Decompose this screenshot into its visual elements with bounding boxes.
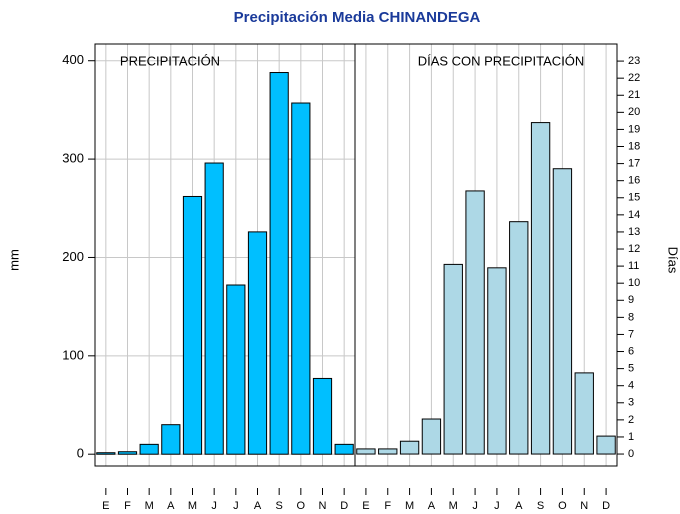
bar (291, 102, 311, 455)
y-tick-label: 5 (628, 363, 634, 375)
x-tick-label: M (405, 500, 414, 512)
y-tick-label: 14 (628, 209, 640, 221)
bar (378, 448, 398, 455)
bar (421, 418, 442, 455)
x-tick-label: F (124, 500, 131, 512)
x-tick-label: D (340, 500, 348, 512)
panel-border (354, 43, 618, 467)
x-tick-label: N (319, 500, 327, 512)
bar (312, 377, 333, 455)
bar (334, 443, 354, 455)
bar (204, 162, 224, 455)
bar (161, 424, 181, 455)
x-tick-label: J (233, 500, 239, 512)
y-tick-label: 21 (628, 89, 640, 101)
y-tick-label: 17 (628, 158, 640, 170)
y-tick-label: 20 (628, 106, 640, 118)
y-tick-label: 0 (77, 446, 84, 461)
x-tick-label: O (558, 500, 567, 512)
x-tick-label: A (428, 500, 436, 512)
y-tick-label: 10 (628, 277, 640, 289)
y-axis-label: Días (666, 247, 680, 274)
y-tick-label: 7 (628, 328, 634, 340)
x-tick-label: A (254, 500, 262, 512)
bar (530, 122, 551, 455)
x-tick-label: A (167, 500, 175, 512)
y-tick-label: 400 (62, 52, 84, 67)
y-tick-label: 9 (628, 294, 634, 306)
y-tick-label: 16 (628, 175, 640, 187)
y-tick-label: 11 (628, 260, 639, 272)
y-tick-label: 23 (628, 55, 640, 67)
x-tick-label: E (102, 500, 109, 512)
x-tick-label: E (362, 500, 369, 512)
panel-label: PRECIPITACIÓN (120, 53, 220, 68)
x-tick-label: J (211, 500, 217, 512)
bar (117, 451, 138, 455)
bar (139, 443, 159, 455)
bar (356, 448, 376, 455)
x-tick-label: F (384, 500, 391, 512)
x-tick-label: S (537, 500, 544, 512)
bar (509, 221, 529, 455)
y-tick-label: 100 (62, 347, 84, 362)
x-tick-label: J (472, 500, 478, 512)
y-tick-label: 0 (628, 448, 634, 460)
y-tick-label: 8 (628, 311, 634, 323)
x-tick-label: M (449, 500, 458, 512)
bar (269, 72, 289, 455)
x-tick-label: D (602, 500, 610, 512)
y-tick-label: 18 (628, 140, 640, 152)
y-tick-label: 1 (628, 431, 634, 443)
bar (465, 190, 485, 455)
bar (247, 231, 268, 455)
bar (399, 440, 420, 455)
y-axis-label: mm (6, 249, 21, 271)
bar (226, 284, 246, 455)
panel-label: DÍAS CON PRECIPITACIÓN (418, 53, 585, 68)
y-tick-label: 3 (628, 397, 634, 409)
bar (96, 452, 116, 455)
x-tick-label: M (188, 500, 197, 512)
bar (443, 263, 463, 455)
x-tick-label: O (297, 500, 306, 512)
bar (487, 267, 507, 455)
y-tick-label: 2 (628, 414, 634, 426)
y-tick-label: 200 (62, 249, 84, 264)
y-tick-label: 12 (628, 243, 640, 255)
chart-title: Precipitación Media CHINANDEGA (234, 9, 481, 26)
x-tick-label: N (580, 500, 588, 512)
x-tick-label: J (494, 500, 500, 512)
bar (552, 168, 573, 455)
x-tick-label: M (145, 500, 154, 512)
x-tick-label: S (275, 500, 282, 512)
bar (596, 435, 616, 455)
y-tick-label: 6 (628, 345, 634, 357)
y-tick-label: 300 (62, 151, 84, 166)
y-tick-label: 15 (628, 192, 640, 204)
y-tick-label: 13 (628, 226, 640, 238)
x-tick-label: A (515, 500, 523, 512)
bar (182, 195, 203, 455)
y-tick-label: 22 (628, 72, 640, 84)
bar (574, 372, 594, 455)
y-tick-label: 4 (628, 380, 634, 392)
y-tick-label: 19 (628, 123, 640, 135)
